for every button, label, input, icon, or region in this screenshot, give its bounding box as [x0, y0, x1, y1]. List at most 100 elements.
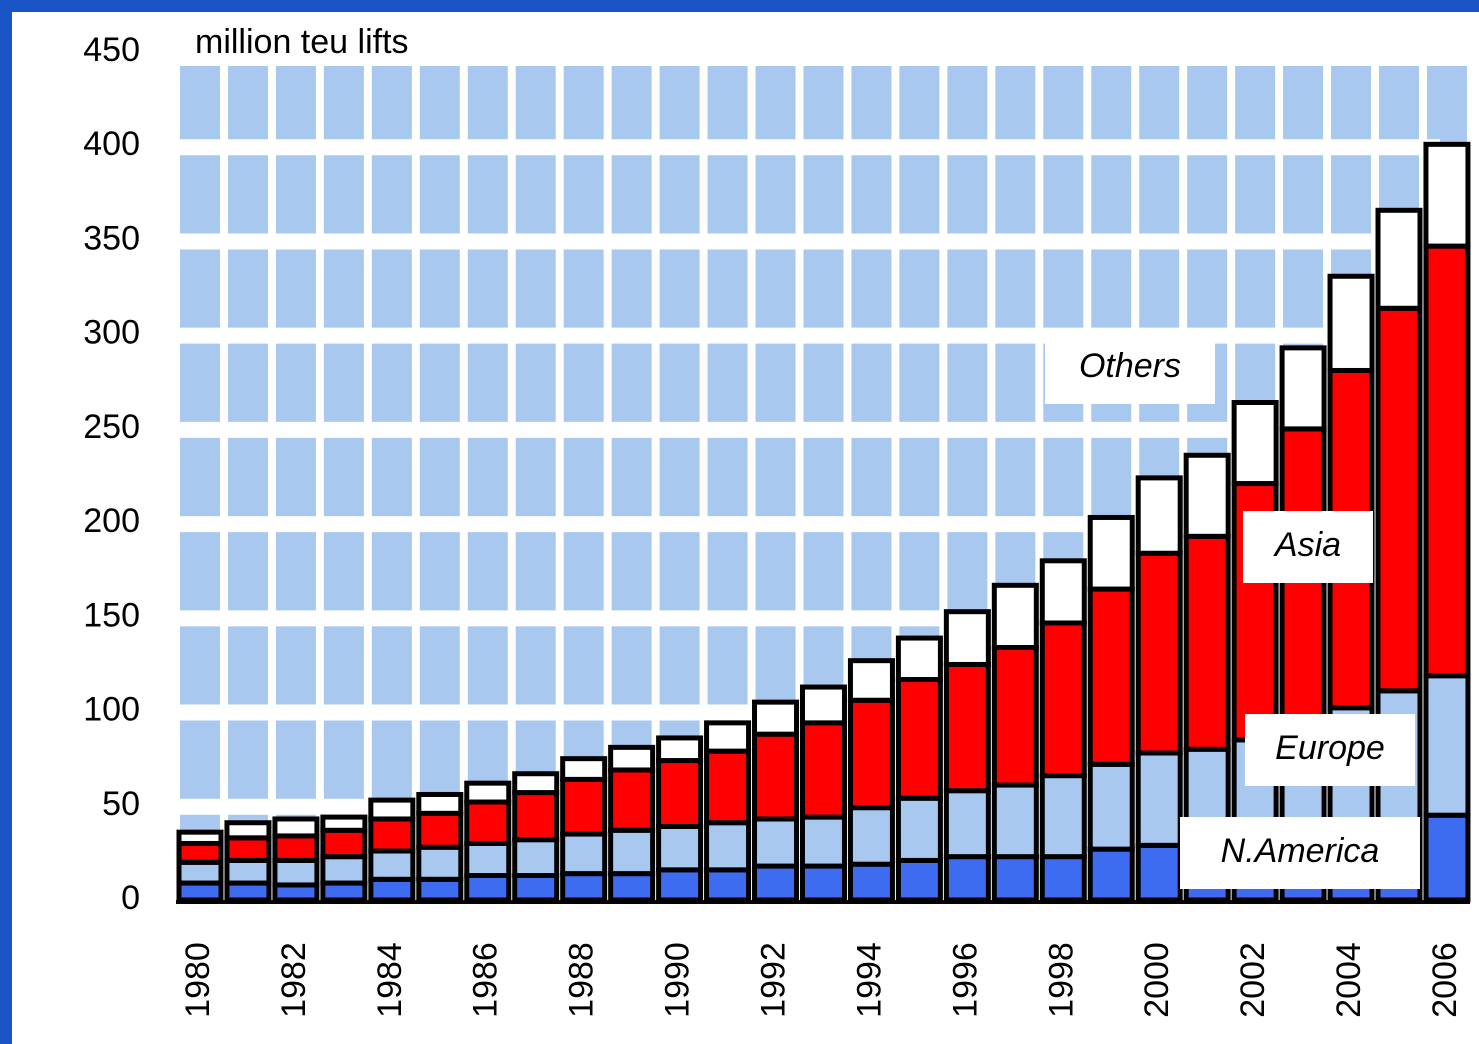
- x-tick-label: 1980: [179, 942, 217, 1018]
- bar-segment: [1327, 273, 1375, 373]
- y-tick-label: 100: [83, 691, 140, 729]
- bar-segment: [512, 873, 560, 903]
- bar-segment: [224, 880, 272, 903]
- bar-segment: [608, 767, 656, 833]
- series-label: Europe: [1275, 729, 1385, 767]
- x-tick-label: 2000: [1138, 942, 1176, 1018]
- bar-segment: [512, 837, 560, 879]
- bar-segment: [991, 644, 1039, 788]
- bar-segment: [895, 857, 943, 903]
- bar-segment: [656, 735, 704, 764]
- x-tick-label: 1982: [275, 942, 313, 1018]
- background-column: [227, 66, 268, 900]
- bar-segment: [512, 790, 560, 843]
- bar-segment: [608, 744, 656, 773]
- x-tick-label: 1990: [659, 942, 697, 1018]
- bar-segment: [1039, 854, 1087, 903]
- bar-segment: [272, 857, 320, 888]
- bar-segment: [1231, 400, 1279, 487]
- bar-segment: [1039, 773, 1087, 860]
- axis-unit-label: million teu lifts: [195, 23, 409, 61]
- bar-segment: [1375, 305, 1423, 694]
- bar-segment: [799, 863, 847, 903]
- bar-segment: [464, 799, 512, 846]
- bar-segment: [560, 776, 608, 837]
- bar-segment: [272, 816, 320, 839]
- bar-segment: [943, 661, 991, 794]
- bar-segment: [416, 844, 464, 882]
- bar-segment: [368, 797, 416, 822]
- bar-segment: [176, 880, 224, 903]
- x-tick-label: 2002: [1234, 942, 1272, 1018]
- series-label-box: [1245, 714, 1415, 786]
- background-column: [419, 66, 460, 900]
- background-column: [323, 66, 364, 900]
- bar-segment: [895, 677, 943, 801]
- x-tick-label: 2004: [1330, 942, 1368, 1018]
- y-tick-label: 350: [83, 219, 140, 257]
- bar-segment: [368, 816, 416, 854]
- bar-segment: [560, 831, 608, 877]
- series-label: N.America: [1221, 832, 1380, 870]
- series-label-box: [1180, 817, 1420, 889]
- bar-segment: [1039, 558, 1087, 626]
- bar-segment: [943, 854, 991, 903]
- bar-segment: [1423, 141, 1471, 249]
- bar-segment: [1135, 475, 1183, 556]
- bar-segment: [224, 835, 272, 863]
- bar-segment: [416, 876, 464, 903]
- bars: [176, 141, 1471, 903]
- series-label: Asia: [1273, 526, 1341, 564]
- bar-segment: [368, 876, 416, 903]
- bar-segment: [1279, 345, 1327, 432]
- bar-segment: [656, 867, 704, 903]
- bar-segment: [1135, 750, 1183, 848]
- x-tick-label: 1984: [371, 942, 409, 1018]
- bar-segment: [224, 820, 272, 841]
- bar-segment: [991, 582, 1039, 650]
- bar-segment: [272, 833, 320, 863]
- ticks: 0 50 100 150 200 250 300 350 400 450 1980 1982 1984 1…: [83, 31, 1470, 1018]
- bar-segment: [1039, 620, 1087, 779]
- bar-segment: [608, 871, 656, 903]
- background-column: [180, 66, 220, 900]
- bar-segment: [752, 731, 800, 822]
- bar-segment: [1087, 514, 1135, 592]
- bar-segment: [847, 697, 895, 811]
- bar-segment: [895, 795, 943, 863]
- bar-segment: [512, 771, 560, 796]
- bar-segment: [416, 791, 464, 816]
- bar-segment: [176, 840, 224, 865]
- bar-segment: [320, 880, 368, 903]
- bar-segment: [752, 863, 800, 903]
- bar-segment: [1087, 586, 1135, 767]
- bar-segment: [1087, 761, 1135, 852]
- bar-segment: [752, 699, 800, 737]
- bar-segment: [1183, 452, 1231, 539]
- bar-segment: [752, 816, 800, 869]
- bar-segment: [943, 788, 991, 860]
- series-label: Others: [1079, 347, 1181, 385]
- bar-segment: [704, 720, 752, 754]
- bar-segment: [656, 758, 704, 830]
- bar-segment: [1135, 550, 1183, 756]
- bar-segment: [704, 820, 752, 873]
- bar-segment: [704, 867, 752, 903]
- bar-segment: [991, 854, 1039, 903]
- bar-segment: [608, 827, 656, 877]
- bar-segment: [1423, 812, 1471, 903]
- series-label-box: [1243, 511, 1373, 583]
- x-tick-label: 1998: [1042, 942, 1080, 1018]
- bar-segment: [991, 782, 1039, 860]
- y-tick-label: 450: [83, 31, 140, 69]
- bar-segment: [320, 854, 368, 886]
- bar-segment: [560, 871, 608, 903]
- bar-segment: [799, 720, 847, 820]
- y-tick-label: 200: [83, 502, 140, 540]
- bar-segment: [656, 824, 704, 873]
- bar-segment: [320, 827, 368, 860]
- bar-segment: [847, 658, 895, 703]
- bar-segment: [464, 780, 512, 805]
